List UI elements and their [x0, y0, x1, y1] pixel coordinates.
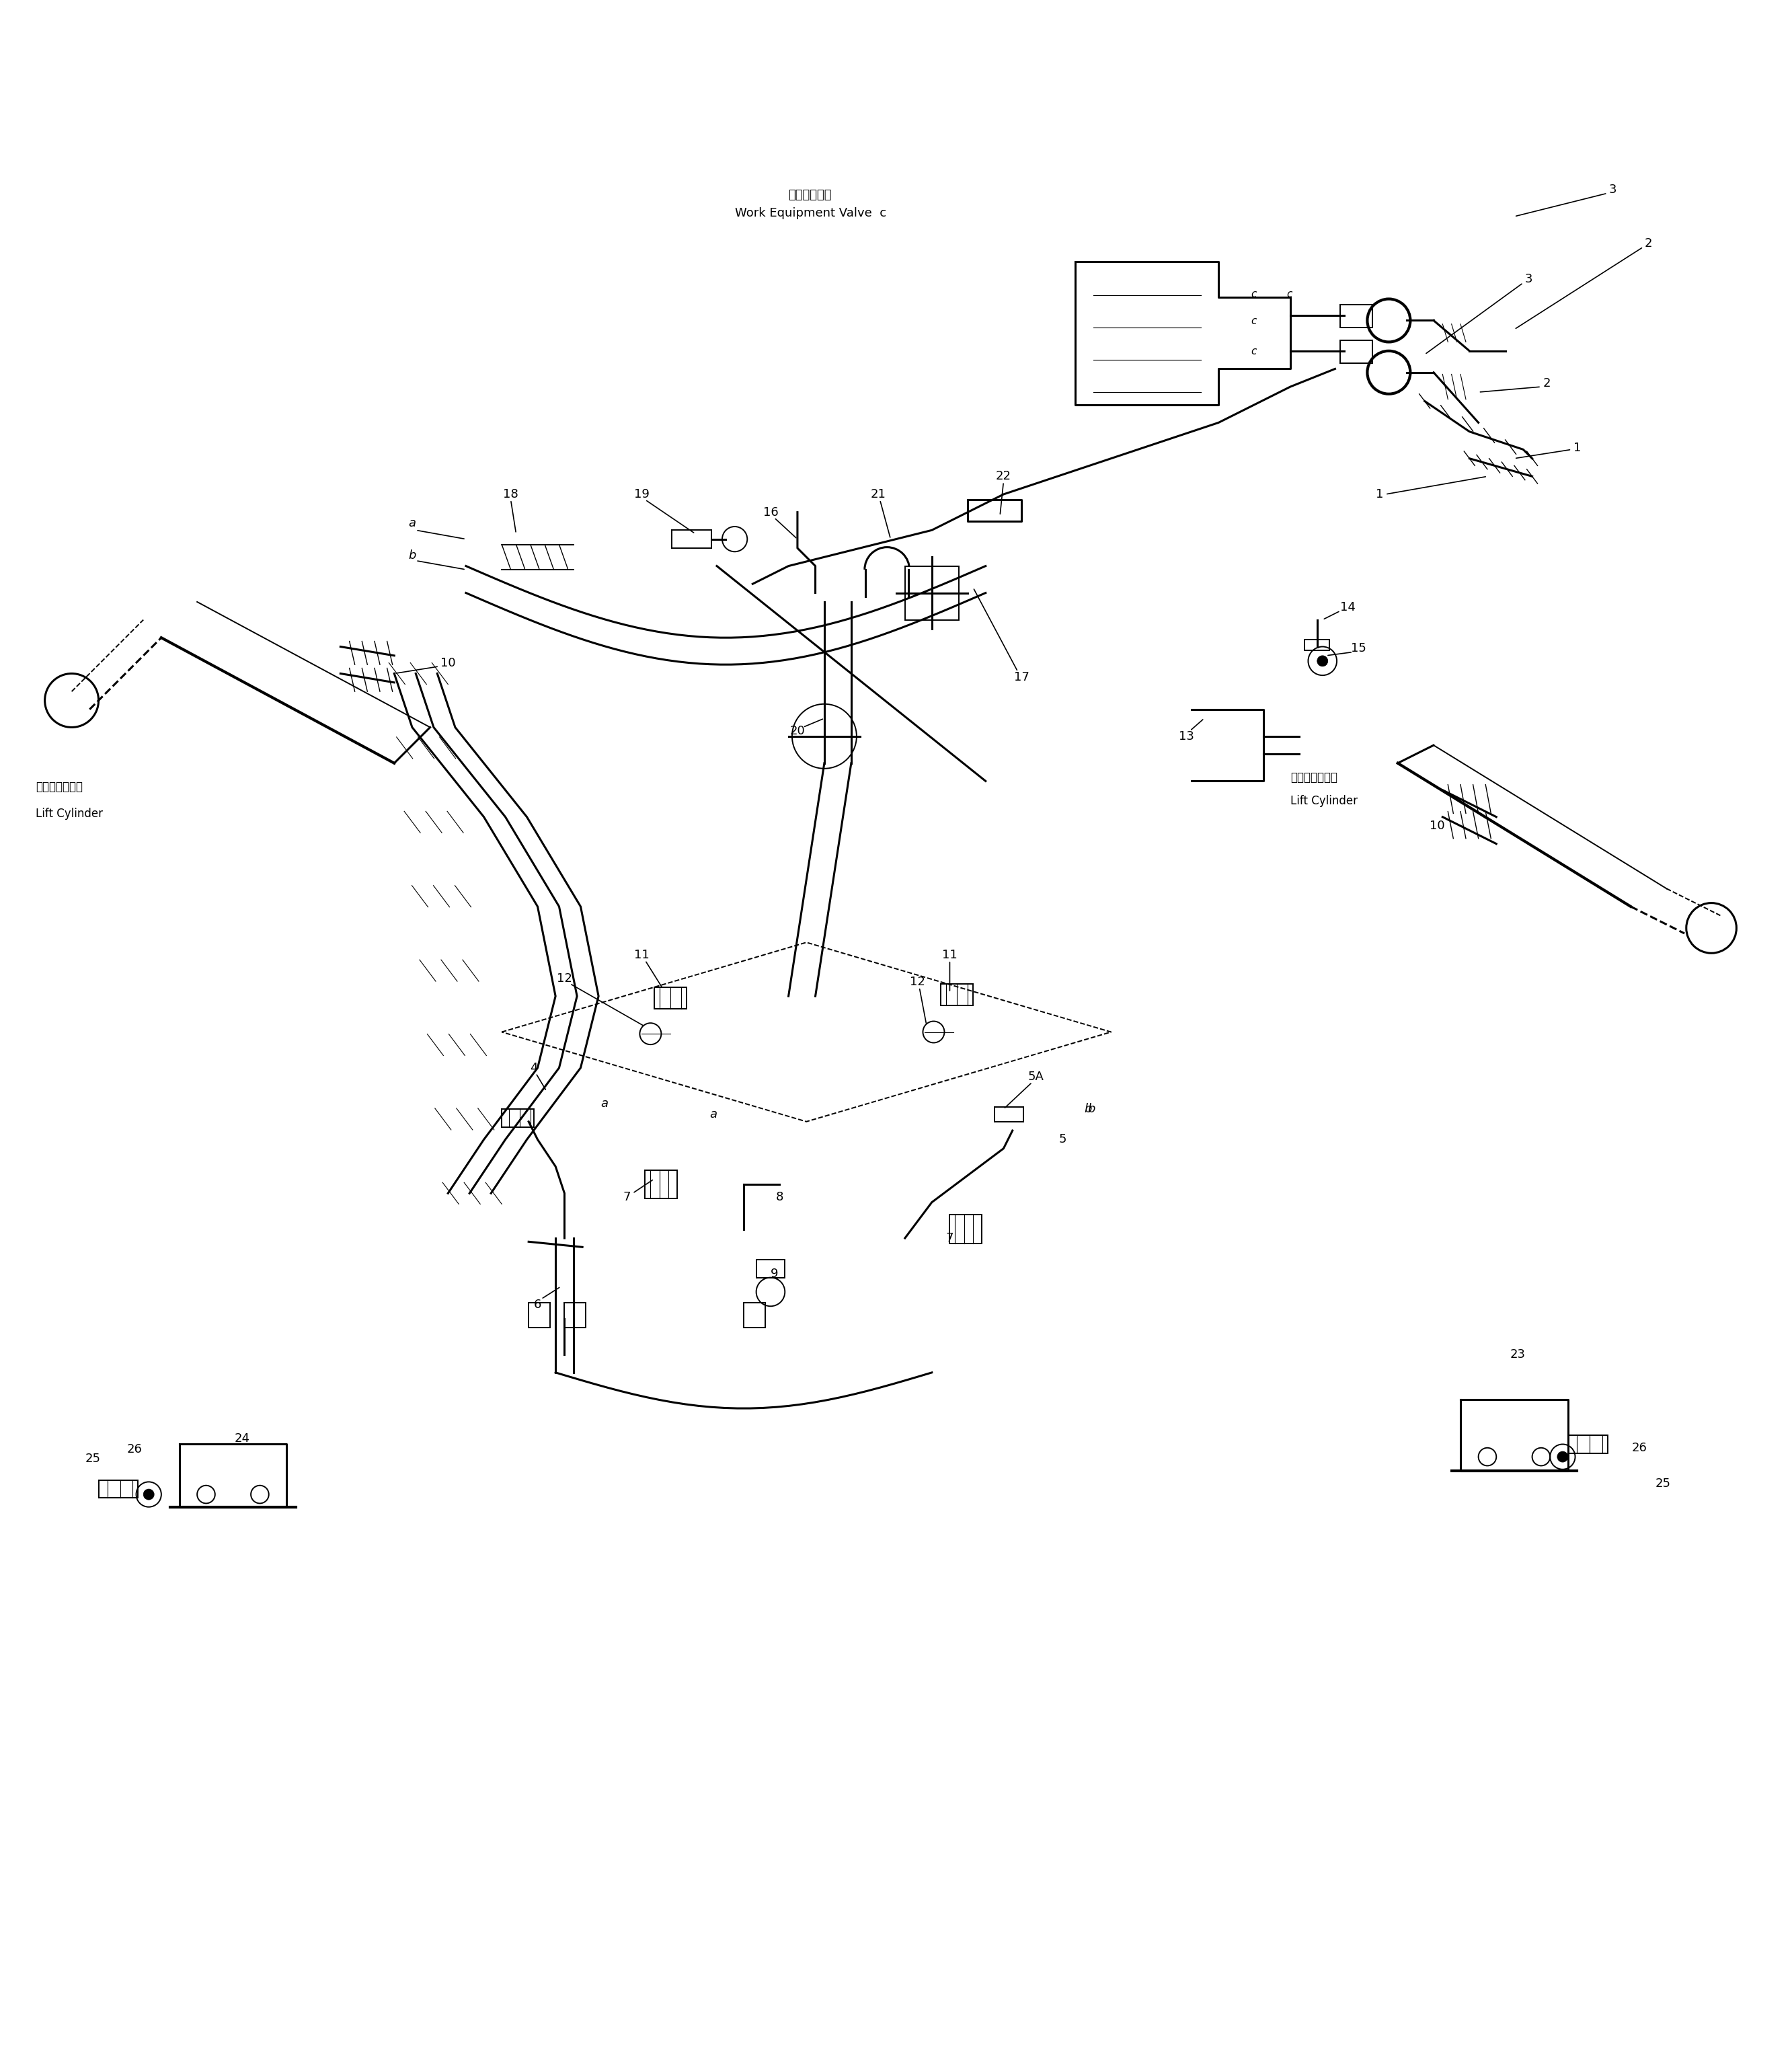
Bar — [1305, 640, 1330, 650]
Text: 3: 3 — [1609, 184, 1616, 196]
Text: 11: 11 — [634, 949, 649, 962]
Text: b: b — [409, 549, 416, 561]
Text: 19: 19 — [634, 489, 649, 499]
Text: 16: 16 — [763, 506, 778, 518]
Text: 10: 10 — [441, 656, 455, 669]
Text: 1: 1 — [1573, 442, 1581, 454]
Text: c: c — [1251, 316, 1256, 326]
Bar — [564, 1302, 586, 1327]
Bar — [99, 1480, 138, 1498]
Bar — [941, 985, 973, 1005]
Text: 24: 24 — [235, 1432, 249, 1445]
Text: Work Equipment Valve  c: Work Equipment Valve c — [735, 206, 885, 219]
Text: 14: 14 — [1340, 601, 1355, 613]
Text: a: a — [600, 1098, 607, 1110]
Text: b: b — [1088, 1104, 1095, 1115]
Text: 25: 25 — [86, 1453, 100, 1465]
Text: c: c — [1251, 347, 1256, 357]
Bar — [995, 1106, 1023, 1121]
Text: 5A: 5A — [1029, 1071, 1043, 1084]
Text: 5: 5 — [1059, 1133, 1066, 1146]
Bar — [645, 1170, 677, 1199]
Text: 作業機バルブ: 作業機バルブ — [788, 190, 831, 202]
Bar — [1340, 341, 1373, 363]
Text: 6: 6 — [534, 1298, 541, 1311]
Text: 22: 22 — [996, 471, 1011, 483]
Bar — [672, 530, 711, 549]
Text: 18: 18 — [504, 489, 518, 499]
Text: 2: 2 — [1543, 378, 1550, 390]
Text: 4: 4 — [530, 1061, 538, 1073]
Text: 12: 12 — [910, 976, 925, 989]
Text: 23: 23 — [1511, 1348, 1525, 1360]
Text: c: c — [1251, 289, 1256, 299]
Bar — [744, 1302, 765, 1327]
Text: 25: 25 — [1656, 1478, 1670, 1490]
Text: 3: 3 — [1525, 272, 1532, 285]
Circle shape — [1317, 656, 1328, 667]
Text: 26: 26 — [127, 1443, 142, 1455]
Bar — [756, 1259, 785, 1278]
Text: 17: 17 — [1014, 671, 1029, 683]
Text: 21: 21 — [871, 489, 885, 499]
Text: 15: 15 — [1351, 642, 1366, 654]
Circle shape — [143, 1488, 154, 1501]
Text: Lift Cylinder: Lift Cylinder — [36, 807, 104, 819]
Text: 26: 26 — [1633, 1443, 1647, 1453]
Text: b: b — [1084, 1104, 1091, 1115]
Circle shape — [1557, 1451, 1568, 1461]
Text: リフトシリンダ: リフトシリンダ — [1290, 772, 1337, 784]
Text: a: a — [409, 518, 416, 528]
Text: c: c — [1287, 289, 1292, 299]
Text: Lift Cylinder: Lift Cylinder — [1290, 795, 1358, 807]
Text: 10: 10 — [1430, 819, 1444, 832]
Bar — [1340, 303, 1373, 328]
Text: a: a — [710, 1108, 717, 1121]
Text: 13: 13 — [1179, 731, 1193, 743]
Bar — [950, 1216, 982, 1243]
Bar — [654, 987, 686, 1009]
Bar — [502, 1108, 534, 1127]
Bar — [1568, 1434, 1607, 1453]
Text: 8: 8 — [776, 1191, 783, 1203]
Text: 20: 20 — [790, 724, 805, 737]
Bar — [905, 566, 959, 619]
Text: 9: 9 — [771, 1267, 778, 1280]
Text: 12: 12 — [557, 972, 572, 985]
Bar — [529, 1302, 550, 1327]
Text: 7: 7 — [624, 1191, 631, 1203]
Text: 11: 11 — [943, 949, 957, 962]
Text: 1: 1 — [1376, 489, 1383, 499]
Text: 7: 7 — [946, 1232, 953, 1245]
Text: リフトシリンダ: リフトシリンダ — [36, 780, 82, 793]
Text: 2: 2 — [1645, 237, 1652, 250]
